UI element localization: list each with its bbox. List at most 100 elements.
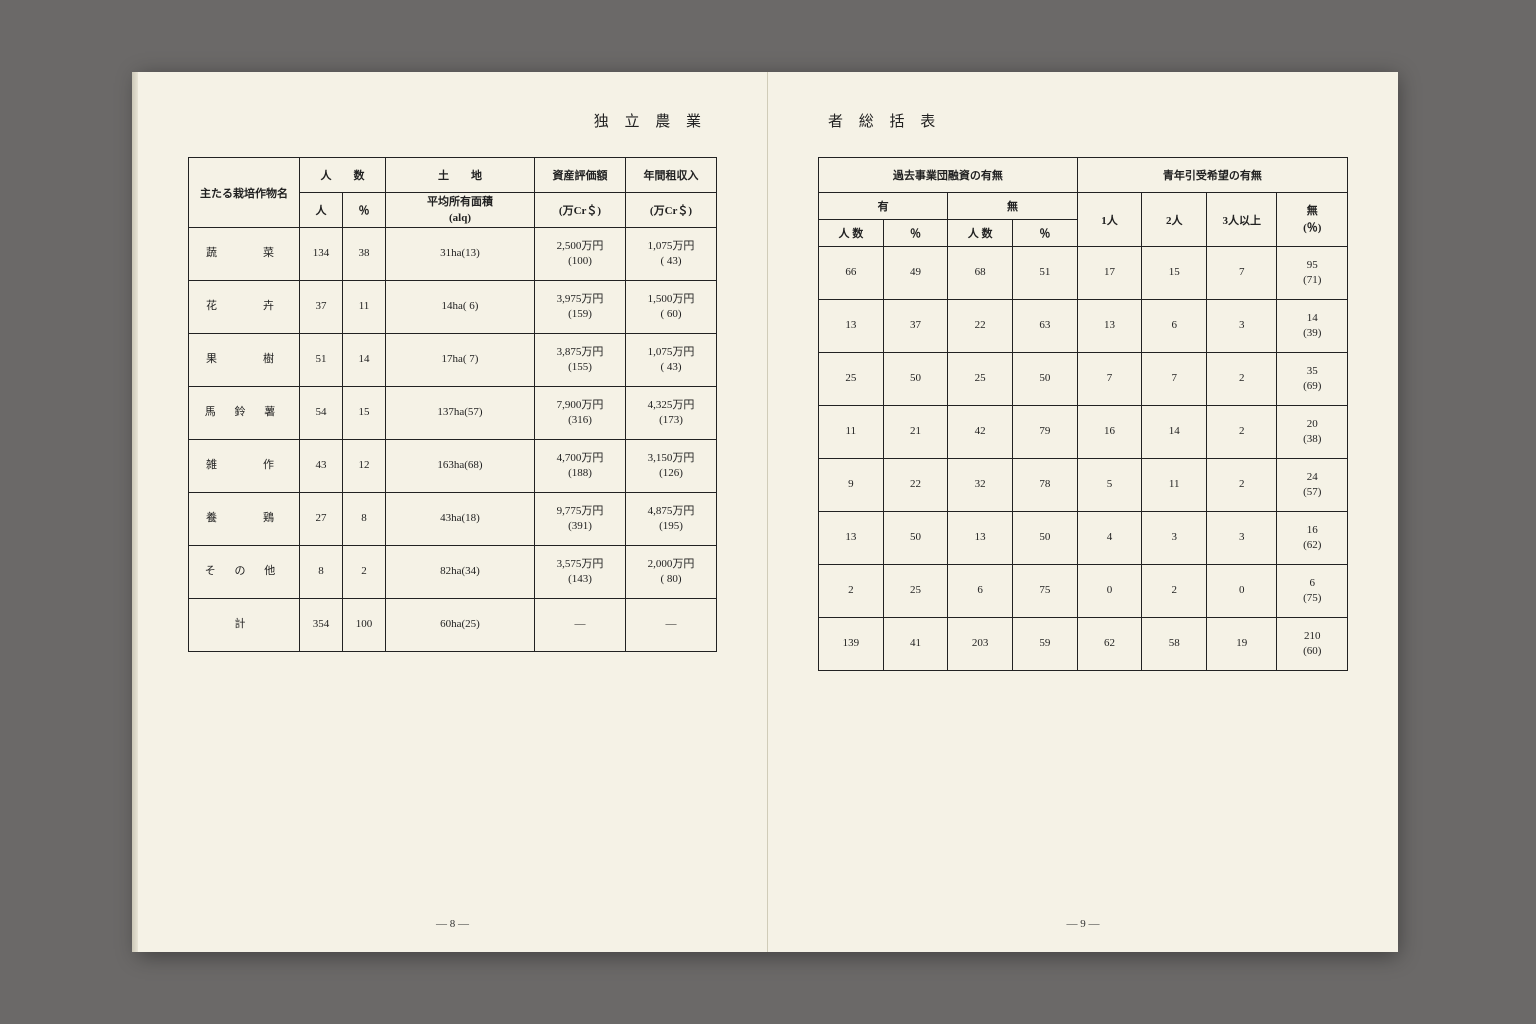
- h: 20 (38): [1277, 406, 1348, 459]
- rent: 1,500万円 ( 60): [626, 281, 717, 334]
- page-num-9: — 9 —: [768, 918, 1398, 930]
- total-rent: —: [626, 599, 717, 652]
- table-row: 花 卉371114ha( 6)3,975万円 (159)1,500万円 ( 60…: [189, 281, 717, 334]
- area: 14ha( 6): [386, 281, 535, 334]
- table-row: 2550255077235 (69): [819, 353, 1348, 406]
- table-row: 1350135043316 (62): [819, 512, 1348, 565]
- title-left-half: 独 立 農 業: [594, 110, 707, 131]
- h-nin: 人: [300, 193, 343, 228]
- h-rent: 年間租収入: [626, 158, 717, 193]
- g: 0: [1207, 565, 1277, 618]
- c: 68: [948, 247, 1013, 300]
- total-area: 60ha(25): [386, 599, 535, 652]
- asset: 2,500万円 (100): [535, 228, 626, 281]
- table-right: 過去事業団融資の有無 青年引受希望の有無 有 無 1人 2人 3人以上 無 (％…: [818, 157, 1348, 671]
- h-crop: 主たる栽培作物名: [189, 158, 300, 228]
- table-row: 果 樹511417ha( 7)3,875万円 (155)1,075万円 ( 43…: [189, 334, 717, 387]
- c: 25: [948, 353, 1013, 406]
- a: 9: [819, 459, 884, 512]
- c: 32: [948, 459, 1013, 512]
- rt-c: 203: [948, 618, 1013, 671]
- page-9: 者 総 括 表 過去事業団融資の有無 青年引受希望の有無 有 無 1人 2人 3…: [768, 72, 1398, 952]
- area: 43ha(18): [386, 493, 535, 546]
- h-no: 無: [948, 193, 1077, 220]
- b: 21: [883, 406, 948, 459]
- asset: 3,875万円 (155): [535, 334, 626, 387]
- d: 63: [1013, 300, 1078, 353]
- h: 35 (69): [1277, 353, 1348, 406]
- c: 13: [948, 512, 1013, 565]
- f: 14: [1142, 406, 1207, 459]
- crop: そ の 他: [189, 546, 300, 599]
- pct: 8: [343, 493, 386, 546]
- f: 2: [1142, 565, 1207, 618]
- rt-b: 41: [883, 618, 948, 671]
- h-1: 1人: [1077, 193, 1142, 247]
- table-row: 雑 作4312163ha(68)4,700万円 (188)3,150万円 (12…: [189, 440, 717, 493]
- d: 50: [1013, 512, 1078, 565]
- total-asset: —: [535, 599, 626, 652]
- table-row: 2256750206 (75): [819, 565, 1348, 618]
- b: 37: [883, 300, 948, 353]
- h: 95 (71): [1277, 247, 1348, 300]
- a: 11: [819, 406, 884, 459]
- h-yes-pct: ％: [883, 220, 948, 247]
- table-row: 馬 鈴 薯5415137ha(57)7,900万円 (316)4,325万円 (…: [189, 387, 717, 440]
- b: 50: [883, 353, 948, 406]
- h-asset-u: (万Cr＄): [535, 193, 626, 228]
- b: 49: [883, 247, 948, 300]
- f: 6: [1142, 300, 1207, 353]
- b: 22: [883, 459, 948, 512]
- rent: 2,000万円 ( 80): [626, 546, 717, 599]
- asset: 3,975万円 (159): [535, 281, 626, 334]
- h: 24 (57): [1277, 459, 1348, 512]
- d: 50: [1013, 353, 1078, 406]
- crop: 蔬 菜: [189, 228, 300, 281]
- a: 66: [819, 247, 884, 300]
- g: 2: [1207, 353, 1277, 406]
- h-no-nin: 人 数: [948, 220, 1013, 247]
- pct: 14: [343, 334, 386, 387]
- rt-h: 210 (60): [1277, 618, 1348, 671]
- e: 4: [1077, 512, 1142, 565]
- g: 7: [1207, 247, 1277, 300]
- e: 13: [1077, 300, 1142, 353]
- h: 6 (75): [1277, 565, 1348, 618]
- nin: 134: [300, 228, 343, 281]
- h-youth: 青年引受希望の有無: [1077, 158, 1347, 193]
- title-right-half: 者 総 括 表: [828, 110, 941, 131]
- nin: 54: [300, 387, 343, 440]
- h-yes-nin: 人 数: [819, 220, 884, 247]
- f: 11: [1142, 459, 1207, 512]
- h-asset: 資産評価額: [535, 158, 626, 193]
- h: 14 (39): [1277, 300, 1348, 353]
- area: 31ha(13): [386, 228, 535, 281]
- page-8: 独 立 農 業 主たる栽培作物名 人 数 土 地 資産評価額 年間租収入 人 ％…: [138, 72, 768, 952]
- asset: 4,700万円 (188): [535, 440, 626, 493]
- table-row: 養 鶏27843ha(18)9,775万円 (391)4,875万円 (195): [189, 493, 717, 546]
- total-nin: 354: [300, 599, 343, 652]
- f: 7: [1142, 353, 1207, 406]
- rent: 3,150万円 (126): [626, 440, 717, 493]
- total-pct: 100: [343, 599, 386, 652]
- h-pop: 人 数: [300, 158, 386, 193]
- c: 42: [948, 406, 1013, 459]
- crop: 雑 作: [189, 440, 300, 493]
- b: 25: [883, 565, 948, 618]
- crop: 果 樹: [189, 334, 300, 387]
- crop: 花 卉: [189, 281, 300, 334]
- f: 3: [1142, 512, 1207, 565]
- rent: 4,875万円 (195): [626, 493, 717, 546]
- rt-d: 59: [1013, 618, 1078, 671]
- h-yes: 有: [819, 193, 948, 220]
- table-row: 蔬 菜1343831ha(13)2,500万円 (100)1,075万円 ( 4…: [189, 228, 717, 281]
- pct: 2: [343, 546, 386, 599]
- e: 5: [1077, 459, 1142, 512]
- table-row: 112142791614220 (38): [819, 406, 1348, 459]
- table-row: そ の 他8282ha(34)3,575万円 (143)2,000万円 ( 80…: [189, 546, 717, 599]
- d: 51: [1013, 247, 1078, 300]
- nin: 37: [300, 281, 343, 334]
- rent: 1,075万円 ( 43): [626, 334, 717, 387]
- asset: 9,775万円 (391): [535, 493, 626, 546]
- e: 7: [1077, 353, 1142, 406]
